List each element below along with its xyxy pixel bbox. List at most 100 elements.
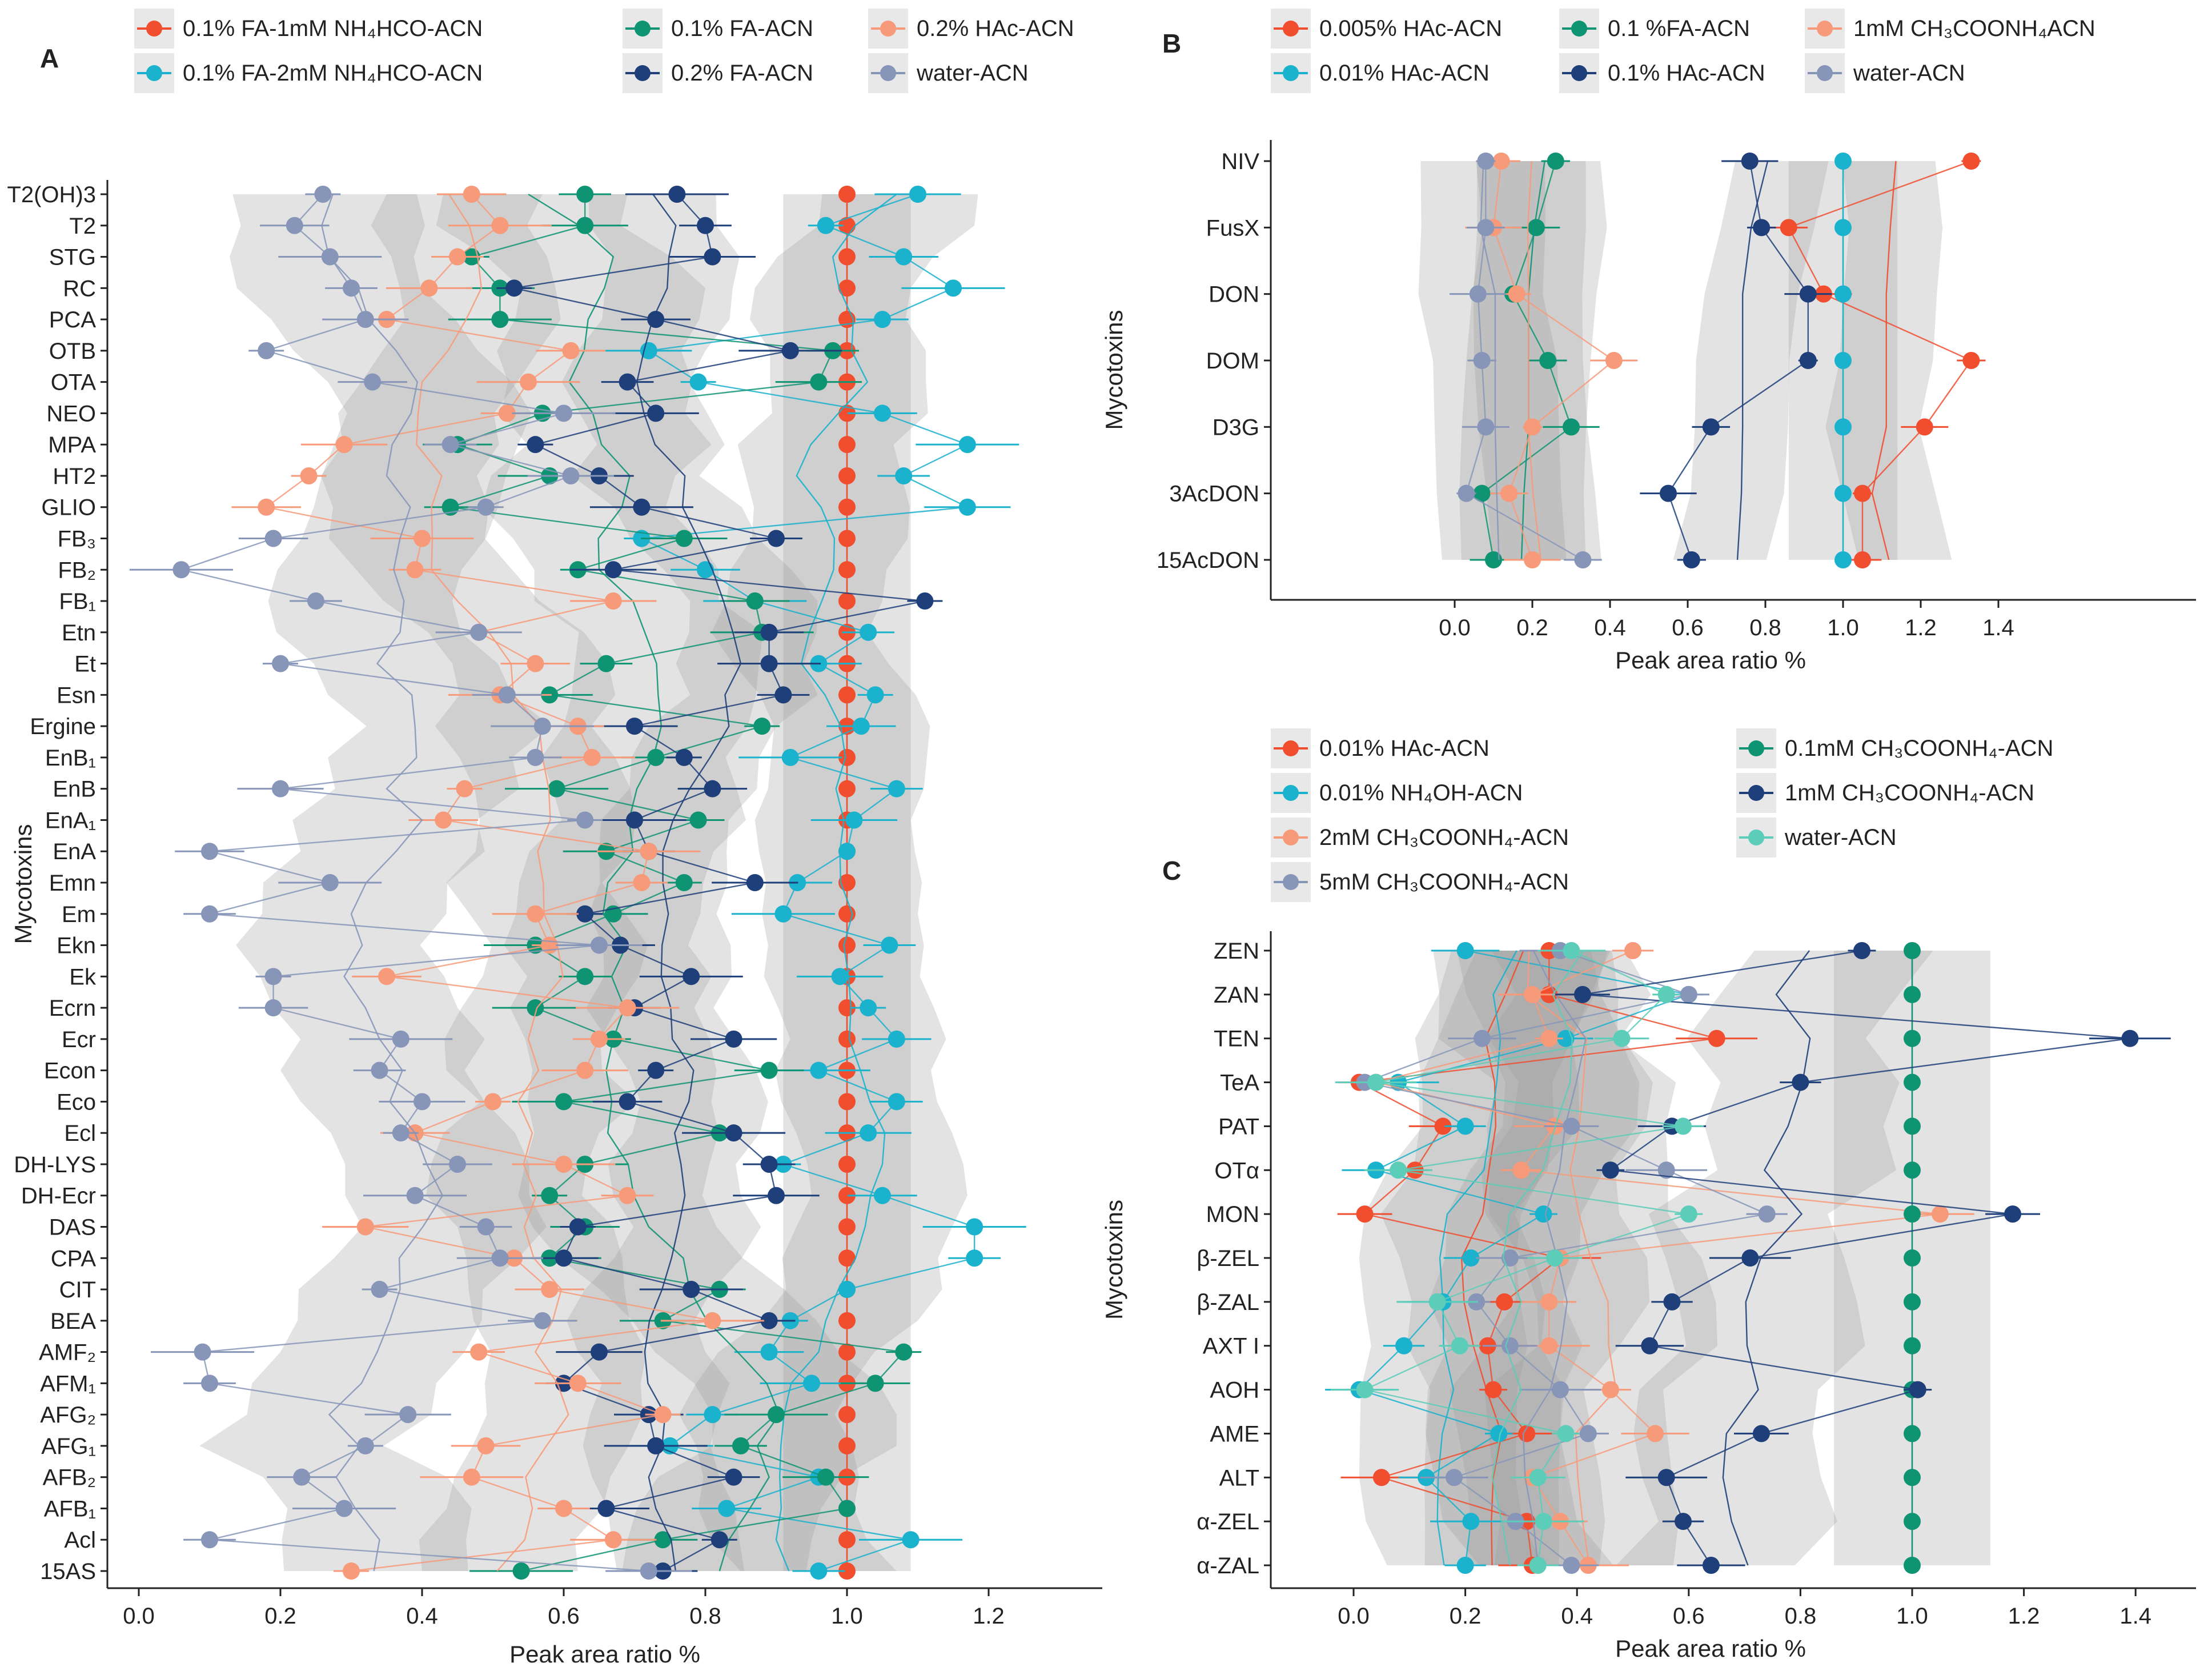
data-point [1675, 1513, 1692, 1530]
x-tick-label: 0.0 [1338, 1604, 1370, 1629]
y-tick-label: BEA [50, 1309, 96, 1334]
data-point [1904, 1557, 1921, 1574]
data-point [1557, 1425, 1575, 1442]
legend-item: water-ACN [1805, 53, 1965, 93]
data-point [343, 1562, 360, 1580]
data-point [852, 718, 870, 735]
trend-line [416, 194, 569, 1572]
legend-key-marker [1571, 21, 1587, 37]
data-point [888, 1093, 905, 1111]
data-point [583, 748, 601, 766]
data-point [704, 1312, 721, 1329]
legend-key-marker [880, 65, 896, 81]
data-point [860, 623, 877, 641]
data-point [1752, 1425, 1770, 1442]
y-tick-label: AFB₁ [44, 1496, 96, 1521]
data-point [456, 780, 473, 798]
panel-letter: C [1162, 856, 1181, 885]
data-point [1702, 1557, 1720, 1574]
data-point [647, 404, 665, 422]
data-point [1683, 551, 1700, 568]
data-point [838, 1030, 856, 1048]
data-point [1931, 1205, 1949, 1223]
data-point [555, 1093, 572, 1111]
data-point [838, 1187, 856, 1204]
data-point [838, 1093, 856, 1111]
data-point [626, 811, 643, 829]
data-point [725, 1030, 742, 1048]
data-point [1741, 1249, 1759, 1267]
data-point [697, 217, 714, 234]
data-point [838, 1281, 856, 1299]
data-point [541, 1281, 559, 1299]
data-point [1904, 1469, 1921, 1486]
legend-label: 0.1% FA-1mM NH₄HCO-ACN [183, 16, 483, 41]
x-axis-title: Peak area ratio % [1615, 647, 1806, 674]
data-point [555, 1155, 572, 1173]
data-point [533, 1312, 551, 1329]
trend-line [1436, 950, 1518, 1566]
data-point [1492, 153, 1510, 170]
y-tick-label: 15AS [40, 1559, 96, 1584]
y-axis-title: Mycotoxins [10, 824, 37, 944]
data-point [1601, 1161, 1619, 1179]
data-point [1799, 285, 1817, 303]
series-marks [129, 186, 1026, 1580]
data-point [414, 1093, 431, 1111]
data-point [838, 1218, 856, 1236]
data-point [576, 811, 594, 829]
series-0-1-fa-1mm-nh-hco-acn [838, 186, 856, 1580]
series-0-01-hac-acn [1834, 153, 1852, 568]
legend-item: 1mM CH₃COONH₄ACN [1805, 9, 2095, 49]
data-point [1834, 418, 1852, 436]
data-point [838, 780, 856, 798]
y-tick-label: AFB₂ [43, 1465, 96, 1490]
data-point [619, 1093, 636, 1111]
data-point [1539, 352, 1557, 369]
data-point [1456, 1117, 1474, 1135]
x-tick-label: 0.8 [1749, 615, 1781, 640]
data-point [866, 686, 884, 704]
x-tick-label: 0.6 [1673, 1604, 1705, 1629]
data-point [1904, 1073, 1921, 1091]
data-point [555, 404, 572, 422]
x-tick-label: 0.4 [1594, 615, 1626, 640]
series-0-2-hac-acn [231, 186, 764, 1580]
data-point [264, 968, 282, 985]
data-point [1702, 418, 1720, 436]
data-point [1535, 1205, 1552, 1223]
data-point [704, 1406, 721, 1424]
y-tick-label: CPA [51, 1246, 97, 1271]
data-point [1657, 985, 1675, 1003]
data-point [1680, 1205, 1697, 1223]
data-point [958, 436, 976, 454]
data-point [1904, 1161, 1921, 1179]
data-point [1660, 484, 1677, 502]
data-point [1456, 942, 1474, 959]
legend-key-marker [635, 21, 651, 37]
confidence-band [1825, 161, 1952, 560]
data-point [1535, 1513, 1552, 1530]
data-point [888, 780, 905, 798]
y-tick-label: T2 [69, 214, 96, 239]
data-point [838, 592, 856, 610]
legend-label: 0.1 %FA-ACN [1608, 16, 1750, 41]
data-point [1451, 1337, 1468, 1355]
x-tick-label: 0.4 [406, 1604, 438, 1629]
data-point [498, 686, 516, 704]
data-point [1458, 484, 1475, 502]
data-point [895, 467, 913, 484]
data-point [1904, 1337, 1921, 1355]
data-point [1834, 352, 1852, 369]
data-point [576, 1061, 594, 1079]
data-point [314, 186, 332, 203]
data-point [272, 655, 289, 672]
data-point [1529, 1469, 1547, 1486]
data-point [1496, 1293, 1514, 1311]
data-point [356, 1218, 374, 1236]
data-point [491, 217, 509, 234]
legend-item: 0.1% FA-2mM NH₄HCO-ACN [134, 53, 483, 93]
y-tick-label: EnB₁ [45, 746, 96, 771]
data-point [1477, 418, 1495, 436]
data-point [640, 1562, 657, 1580]
